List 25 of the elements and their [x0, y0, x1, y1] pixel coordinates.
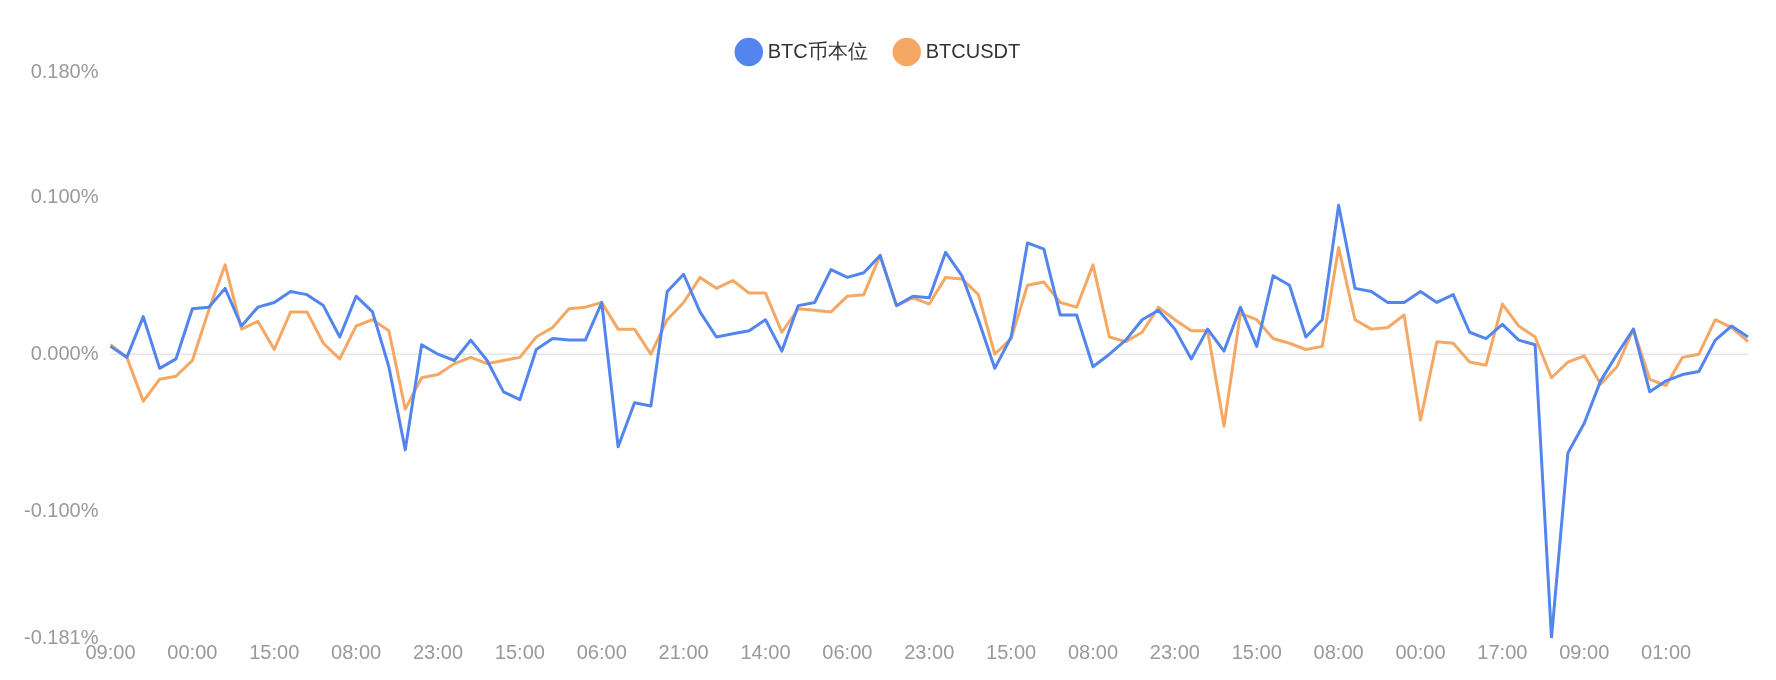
x-tick-label: 15:00 [249, 640, 300, 663]
x-tick-label: 08:00 [331, 640, 382, 663]
x-tick-label: 00:00 [167, 640, 218, 663]
x-tick-label: 06:00 [576, 640, 627, 663]
y-tick-label: 0.000% [30, 341, 99, 364]
x-tick-label: 21:00 [658, 640, 709, 663]
x-tick-label: 08:00 [1067, 640, 1119, 663]
x-tick-label: 06:00 [822, 640, 873, 663]
x-tick-label: 23:00 [412, 640, 464, 663]
x-tick-label: 15:00 [494, 640, 545, 663]
x-tick-label: 01:00 [1641, 640, 1692, 663]
y-tick-label: 0.100% [30, 184, 99, 207]
legend-label: BTCUSDT [925, 39, 1021, 62]
x-tick-label: 15:00 [1231, 640, 1282, 663]
x-tick-label: 23:00 [1149, 640, 1200, 663]
x-tick-label: 08:00 [1313, 640, 1364, 663]
x-tick-label: 14:00 [740, 640, 791, 663]
x-tick-label: 17:00 [1477, 640, 1528, 663]
y-tick-label: 0.180% [30, 59, 99, 82]
legend-label: BTC币本位 [767, 39, 868, 62]
x-tick-label: 09:00 [1559, 640, 1610, 663]
y-tick-label: -0.100% [23, 498, 99, 521]
x-tick-label: 00:00 [1395, 640, 1446, 663]
x-tick-label: 23:00 [904, 640, 955, 663]
x-tick-label: 15:00 [986, 640, 1037, 663]
